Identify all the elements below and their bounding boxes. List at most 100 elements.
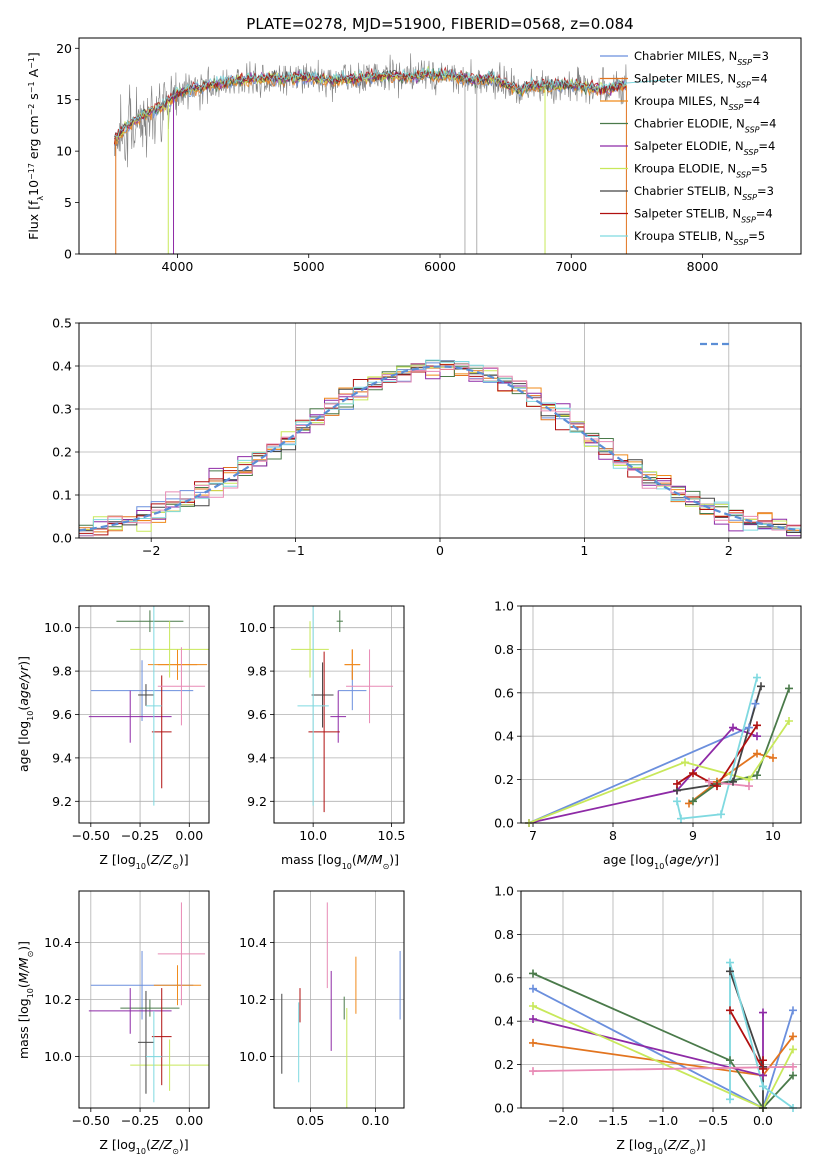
residuals-plot-area: [79, 359, 801, 537]
mass_vs_Z-frame: [78, 890, 210, 1109]
residuals-xtick-label: −2: [142, 543, 160, 558]
residuals-frame: [78, 322, 802, 539]
massweight_vs_age-ytick-label: 0.8: [494, 642, 514, 657]
age-vs-z-x-axis-label-part: Z [: [99, 852, 116, 867]
age_vs_Z-xtick-label: −0.50: [72, 828, 110, 843]
residuals-xtick-label: 2: [725, 543, 733, 558]
mass_vs_Z-plot-area: [88, 902, 209, 1103]
spectrum-legend-label-part: SSP: [737, 58, 752, 67]
age-vs-mass-x-axis-label: mass [log10(M/M⊙)]: [281, 852, 399, 871]
massweight-vs-age-x-axis-label-part: age/yr: [669, 852, 710, 867]
massweight_vs_age-ytick-label: 0.2: [494, 772, 514, 787]
massweight_vs_age-marker: [785, 684, 793, 693]
massweight_vs_Z-series-line: [532, 1065, 794, 1072]
age-vs-z-x-axis-label-part: Z/Z: [150, 852, 173, 867]
spectrum-legend-label-part: Kroupa MILES, N: [634, 94, 729, 108]
spectrum-legend-label-part: Salpeter STELIB, N: [634, 207, 741, 221]
spectrum-legend-label-part: SSP: [744, 148, 759, 157]
age_vs_Z-plot-area: [88, 606, 209, 806]
residuals-panel: −2 −1 0 1 2 0.0 0.1 0.2 0.3 0.4 0.5: [52, 316, 802, 558]
massweight_vs_Z-series-line: [532, 972, 794, 1108]
spectrum-tail-line: [623, 78, 677, 84]
massweight_vs_Z-marker: [529, 969, 537, 978]
massweight_vs_age-marker: [745, 782, 753, 791]
mass-vs-z-x-axis-label-part: log: [117, 1137, 136, 1152]
massweight_vs_Z-marker: [726, 967, 734, 976]
spectrum-legend-label-part: =4: [743, 94, 760, 108]
residuals-ytick-label: 0.0: [52, 531, 72, 546]
mass_vs_EBV-ytick-label: 10.4: [239, 935, 267, 950]
spectrum-y-axis-label-part: s: [26, 93, 41, 104]
spectrum-legend-label: Salpeter ELODIE, NSSP=4: [634, 139, 775, 157]
massweight_vs_age-plot-area: [528, 677, 790, 823]
massweight_vs_Z-marker: [726, 1006, 734, 1015]
mass_vs_Z-xtick-label: −0.25: [121, 1113, 159, 1128]
spectrum-legend-label: Kroupa ELODIE, NSSP=5: [634, 162, 768, 180]
spectrum-xtick-label: 6000: [424, 259, 456, 274]
spectrum-legend-label-part: =5: [748, 229, 765, 243]
age-vs-z-y-axis-label-part: age [: [16, 740, 31, 772]
age-vs-z-x-axis-label-part: log: [117, 852, 136, 867]
mass-vs-z-y-axis-label-part: M/M: [16, 957, 31, 983]
spectrum-y-axis-label-part: λ: [36, 196, 45, 201]
mass-vs-z-y-axis-label: mass [log10(M/M⊙)]: [16, 941, 35, 1059]
spectrum-y-axis-label-part: −1: [27, 57, 36, 69]
massweight-vs-age-x-axis-label-part: (: [664, 852, 669, 867]
massweight_vs_age-marker: [673, 797, 681, 806]
massweight-vs-z-x-axis-label-part: )]: [696, 1137, 706, 1152]
residuals-histogram: [79, 363, 801, 537]
massweight_vs_Z-ytick-label: 0.6: [494, 970, 514, 985]
massweight_vs_Z-panel: −2.0 −1.5 −1.0 −0.5 0.0 0.0 0.2 0.4 0.6 0.8 1.0 Z […: [494, 884, 802, 1156]
age-vs-z-x-axis-label-part: ⊙: [172, 862, 179, 871]
massweight_vs_Z-xtick-label: −1.0: [648, 1113, 678, 1128]
spectrum-legend-label-part: Salpeter ELODIE, N: [634, 139, 744, 153]
mass-vs-z-x-axis-label-part: Z/Z: [150, 1137, 173, 1152]
spectrum-y-axis-label-part: A: [26, 68, 41, 81]
age_vs_mass-ytick-label: 10.0: [239, 620, 267, 635]
residuals-histogram: [79, 364, 801, 536]
massweight-vs-z-x-axis-label-part: Z [: [616, 1137, 633, 1152]
age_vs_Z-ytick-label: 9.4: [52, 750, 72, 765]
age_vs_Z-frame: [78, 605, 210, 824]
spectrum-legend: Chabrier MILES, NSSP=3 Salpeter MILES, NS…: [600, 49, 776, 247]
spectrum-y-axis-label-part: ]: [26, 52, 41, 57]
mass-vs-z-y-axis-label-part: )]: [16, 941, 31, 951]
massweight_vs_Z-marker: [789, 1032, 797, 1041]
massweight_vs_age-series-line: [692, 688, 790, 803]
massweight_vs_age-marker: [673, 779, 681, 788]
residuals-ytick-label: 0.3: [52, 402, 72, 417]
spectrum-y-axis-label-part: 10: [26, 180, 41, 196]
massweight-vs-z-x-axis-label-part: (: [663, 1137, 668, 1152]
massweight_vs_Z-marker: [759, 1082, 767, 1091]
mass-vs-z-y-axis-label-part: (: [16, 983, 31, 988]
spectrum-ytick-label: 20: [56, 41, 72, 56]
massweight_vs_Z-marker: [529, 1002, 537, 1011]
age-vs-z-y-axis-label-part: (: [16, 706, 31, 711]
age-vs-z-y-axis-label-part: age/yr: [16, 665, 31, 706]
massweight_vs_Z-series-line: [532, 987, 794, 1108]
massweight_vs_age-xtick-label: 7: [529, 828, 537, 843]
massweight_vs_Z-ytick-label: 1.0: [494, 884, 514, 899]
massweight_vs_Z-marker: [789, 1045, 797, 1054]
age_vs_Z-panel: −0.50 −0.25 0.009.29.49.69.810.0Z [log10(Z…: [16, 605, 210, 871]
residuals-ytick-label: 0.1: [52, 488, 72, 503]
figure-title: PLATE=0278, MJD=51900, FIBERID=0568, z=0…: [246, 15, 633, 33]
spectrum-y-axis-label-part: Flux [f: [26, 200, 41, 240]
age-vs-z-y-axis-label-part: log: [16, 721, 31, 740]
spectrum-legend-label: Salpeter MILES, NSSP=4: [634, 72, 768, 90]
age-vs-z-y-axis-label: age [log10(age/yr)]: [16, 656, 35, 772]
spectrum-xtick-label: 4000: [162, 259, 194, 274]
massweight_vs_age-marker: [769, 753, 777, 762]
massweight_vs_age-marker: [681, 758, 689, 767]
residuals-ytick-label: 0.5: [52, 316, 72, 331]
spectrum-legend-label: Salpeter STELIB, NSSP=4: [634, 207, 773, 225]
massweight_vs_age-marker: [745, 723, 753, 732]
spectrum-legend-label: Chabrier MILES, NSSP=3: [634, 49, 769, 67]
mass-vs-z-x-axis-label-part: (: [146, 1137, 151, 1152]
massweight_vs_age-series-line: [528, 703, 757, 823]
massweight_vs_age-marker: [717, 810, 725, 819]
age-vs-mass-x-axis-label-part: ⊙: [383, 862, 390, 871]
mass_vs_Z-ytick-label: 10.4: [44, 935, 72, 950]
massweight_vs_age-ytick-label: 0.0: [494, 816, 514, 831]
spectrum-legend-label-part: =5: [751, 162, 768, 176]
